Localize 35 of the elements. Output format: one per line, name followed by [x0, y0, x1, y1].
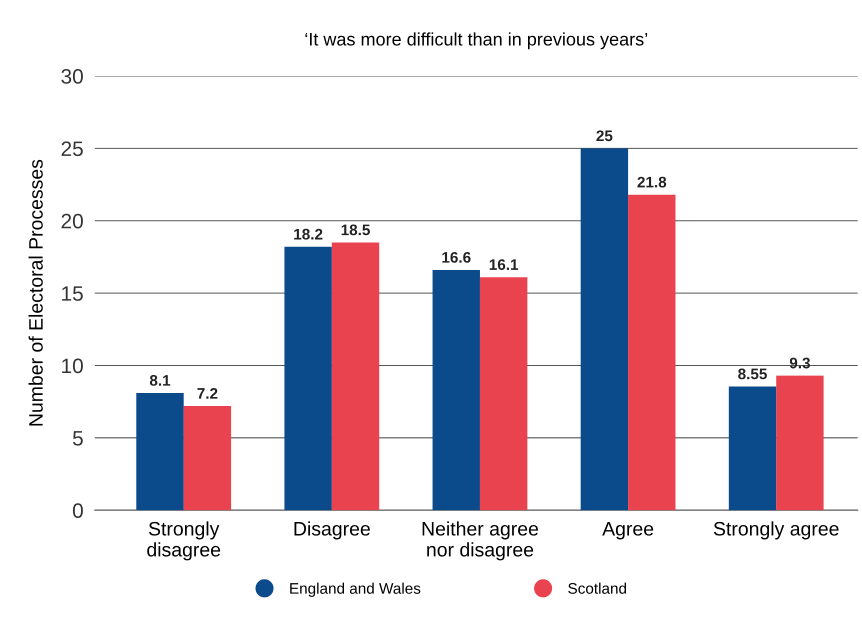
bar [184, 406, 232, 510]
x-tick-label: Strongly agree [714, 521, 839, 540]
y-tick-label: 5 [72, 431, 83, 446]
x-tick-label: Neither agree nor disagree [422, 521, 538, 560]
x-tick-label: Disagree [294, 521, 370, 540]
y-axis-title: Number of Electoral Processes [28, 160, 43, 426]
bar [432, 270, 480, 510]
x-tick-label: Strongly disagree [147, 521, 220, 560]
data-label: 25 [596, 130, 612, 142]
y-tick-label: 10 [62, 358, 83, 374]
data-label: 16.6 [442, 252, 471, 263]
chart-title: ‘It was more difficult than in previous years’ [305, 32, 648, 50]
bar [728, 386, 776, 510]
x-tick-label: Agree [602, 522, 654, 540]
bar [284, 246, 332, 510]
data-label: 7.2 [197, 388, 218, 399]
bar [580, 148, 628, 510]
bar [628, 194, 676, 510]
bar [776, 376, 824, 510]
data-label: 16.1 [490, 259, 518, 270]
y-tick-label: 20 [62, 214, 83, 229]
data-label: 18.5 [342, 224, 370, 236]
data-label: 8.1 [150, 374, 170, 386]
data-label: 21.8 [637, 176, 666, 188]
legend-label: Scotland [568, 582, 626, 594]
bar [332, 242, 380, 510]
y-tick-label: 15 [62, 286, 83, 301]
data-label: 8.55 [738, 368, 767, 380]
data-label: 18.2 [294, 228, 322, 240]
bar [136, 392, 184, 510]
bar [480, 277, 528, 510]
y-tick-label: 30 [61, 69, 83, 84]
y-tick-label: 25 [62, 141, 83, 156]
y-tick-label: 0 [72, 503, 83, 518]
legend-label: England and Wales [290, 582, 420, 597]
